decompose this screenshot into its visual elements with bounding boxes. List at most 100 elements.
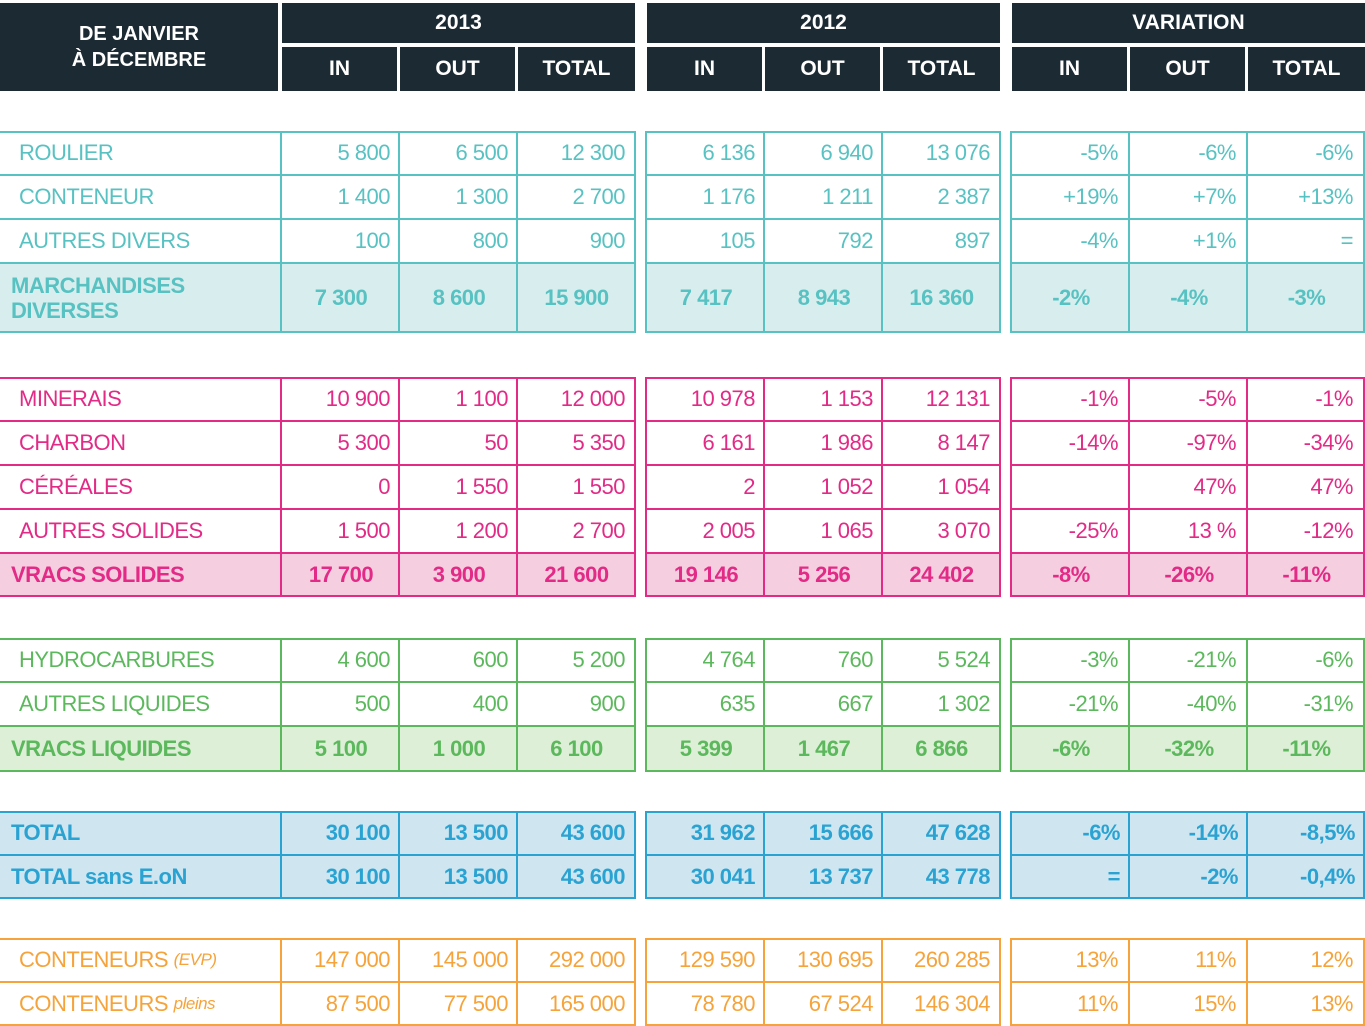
header-group-2013: 2013: [282, 3, 635, 43]
column-rule: [763, 377, 765, 597]
cell-2013-total: 900: [589, 228, 626, 253]
column-rule: [881, 811, 883, 899]
column-rule: [645, 131, 647, 333]
row-label-text: AUTRES LIQUIDES: [19, 691, 210, 716]
column-rule: [398, 638, 400, 772]
cell-2012-in: 6 161: [702, 430, 755, 455]
cell-2012-total: 16 360: [909, 285, 974, 310]
cell-var-out: -26%: [1164, 562, 1214, 587]
cell-var-total: -11%: [1282, 736, 1331, 761]
table-total-row: VRACS LIQUIDES 5 100 1 000 6 100 5 399 1 467 6…: [0, 726, 1365, 772]
row-label-unit: (EVP): [173, 950, 217, 969]
cell-2012-out: 15 666: [808, 820, 874, 845]
column-rule: [1363, 131, 1365, 333]
cell-var-in: -6%: [1082, 820, 1120, 845]
cell-2013-out: 13 500: [443, 864, 509, 889]
cell-2013-out: 1 550: [455, 474, 508, 499]
row-fill: [0, 811, 1365, 855]
cell-2012-total: 1 054: [937, 474, 990, 499]
column-rule: [999, 938, 1001, 1026]
cell-var-out: 11%: [1195, 947, 1236, 972]
table-row: AUTRES SOLIDES 1 500 1 200 2 700 2 005 1 065 3…: [0, 509, 1365, 553]
cell-var-total: 12%: [1310, 947, 1353, 972]
cell-2012-total: 260 285: [913, 947, 991, 972]
column-rule: [634, 131, 636, 333]
cell-2013-out: 800: [472, 228, 509, 253]
row-label: TOTAL: [0, 811, 282, 855]
header-var-out: OUT: [1130, 47, 1245, 91]
row-label-text: CONTENEURS: [19, 991, 169, 1016]
group-gap: [636, 811, 645, 899]
row-label: ROULIER: [0, 131, 282, 175]
cell-var-total: -3%: [1287, 285, 1326, 310]
header-group-variation: VARIATION: [1012, 3, 1365, 43]
cell-var-total: -34%: [1303, 430, 1354, 455]
column-rule: [1010, 377, 1012, 597]
cell-2013-total: 900: [589, 691, 626, 716]
table-row: TOTAL 30 100 13 500 43 600 31 962 15 666 47 62…: [0, 811, 1365, 855]
cell-2012-in: 4 764: [702, 647, 755, 672]
total-row-fill: [0, 726, 1365, 772]
total-row-fill: [0, 553, 1365, 597]
cell-2013-total: 292 000: [548, 947, 626, 972]
column-rule: [881, 131, 883, 333]
row-label-text: TOTAL: [11, 820, 80, 845]
column-rule: [1010, 131, 1012, 333]
cell-var-total: -31%: [1303, 691, 1354, 716]
table-row: CONTENEURS pleins 87 500 77 500 165 000 78 7…: [0, 982, 1365, 1026]
cell-2013-total: 165 000: [548, 991, 626, 1016]
row-label: MARCHANDISES DIVERSES: [0, 263, 282, 333]
row-fill: [0, 855, 1365, 899]
cell-2013-in: 5 800: [337, 140, 390, 165]
cell-2013-in: 1 400: [337, 184, 390, 209]
header-2013-in: IN: [282, 47, 397, 91]
column-rule: [634, 811, 636, 899]
row-label-text: HYDROCARBURES: [19, 647, 215, 672]
section-top-rule: [0, 638, 1365, 640]
row-label-text: ROULIER: [19, 140, 114, 165]
cell-2012-in: 31 962: [690, 820, 756, 845]
table-row: CÉRÉALES 0 1 550 1 550 2 1 052 1 054 47% 47%: [0, 465, 1365, 509]
column-rule: [398, 377, 400, 597]
cell-2012-total: 3 070: [937, 518, 990, 543]
row-label-text: AUTRES SOLIDES: [19, 518, 203, 543]
cell-2013-total: 21 600: [544, 562, 609, 587]
column-rule: [881, 638, 883, 772]
row-rule: [0, 464, 1365, 466]
column-rule: [516, 638, 518, 772]
column-rule: [1246, 938, 1248, 1026]
cell-2013-in: 0: [378, 474, 390, 499]
table-row: MINERAIS 10 900 1 100 12 000 10 978 1 153 12 1…: [0, 377, 1365, 421]
cell-var-in: -21%: [1068, 691, 1119, 716]
cell-2013-out: 1 100: [455, 386, 508, 411]
row-rule: [0, 681, 1365, 683]
group-gap: [1001, 377, 1010, 597]
row-rule: [0, 174, 1365, 176]
column-rule: [645, 938, 647, 1026]
section-bottom-rule: [0, 595, 1365, 597]
cell-var-in: =: [1107, 864, 1121, 889]
cell-var-out: +7%: [1192, 184, 1237, 209]
group-gap: [636, 377, 645, 597]
column-rule: [398, 811, 400, 899]
cell-2013-total: 2 700: [572, 518, 625, 543]
row-label-unit: pleins: [173, 994, 216, 1013]
header-2013-total: TOTAL: [518, 47, 635, 91]
section-bottom-rule: [0, 770, 1365, 772]
cell-2012-in: 2: [743, 474, 755, 499]
column-rule: [634, 938, 636, 1026]
cell-var-in: -6%: [1052, 736, 1090, 761]
column-rule: [1363, 811, 1365, 899]
row-label: VRACS SOLIDES: [0, 553, 282, 597]
cell-2012-total: 8 147: [937, 430, 990, 455]
column-rule: [280, 638, 282, 772]
group-gap: [1001, 638, 1010, 772]
row-label-text: MINERAIS: [19, 386, 122, 411]
section-top-rule: [0, 377, 1365, 379]
cell-2013-in: 4 600: [337, 647, 390, 672]
row-label: CÉRÉALES: [0, 465, 282, 509]
cell-var-out: -32%: [1164, 736, 1214, 761]
column-rule: [634, 638, 636, 772]
section-bottom-rule: [0, 331, 1365, 333]
column-rule: [516, 811, 518, 899]
